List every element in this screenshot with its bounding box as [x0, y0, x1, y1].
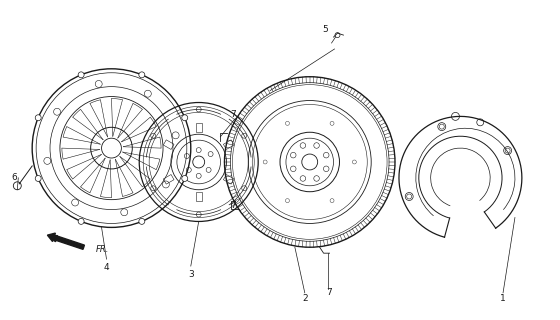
Circle shape — [78, 72, 84, 78]
Text: 3: 3 — [188, 269, 194, 278]
Text: 4: 4 — [104, 263, 109, 272]
Text: 6: 6 — [11, 173, 17, 182]
Circle shape — [182, 115, 188, 121]
Text: 2: 2 — [302, 294, 307, 303]
Text: 7: 7 — [326, 288, 333, 297]
Circle shape — [139, 72, 145, 78]
Bar — [223, 174, 234, 184]
Circle shape — [182, 175, 188, 181]
Circle shape — [505, 148, 510, 153]
Text: 5: 5 — [323, 25, 329, 34]
Bar — [223, 140, 234, 149]
Text: FR.: FR. — [96, 245, 109, 254]
Circle shape — [35, 175, 41, 181]
Bar — [196, 123, 202, 132]
Circle shape — [35, 115, 41, 121]
Text: 7: 7 — [231, 201, 236, 210]
Text: 7: 7 — [231, 110, 236, 119]
Bar — [164, 174, 174, 184]
Circle shape — [139, 218, 145, 224]
Text: 1: 1 — [500, 294, 506, 303]
Bar — [196, 192, 202, 201]
Circle shape — [407, 194, 412, 199]
FancyArrow shape — [48, 233, 85, 249]
Bar — [164, 140, 174, 149]
Circle shape — [78, 218, 84, 224]
Circle shape — [439, 124, 444, 129]
